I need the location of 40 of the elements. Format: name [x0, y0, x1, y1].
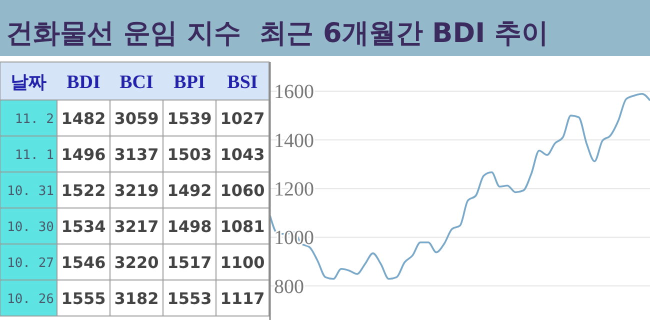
data-label: 1539 [167, 109, 212, 128]
data-label: 1100 [220, 253, 265, 272]
data-label: 1081 [220, 217, 265, 236]
data-label: 3059 [114, 109, 159, 128]
data-label: 3217 [114, 217, 159, 236]
data-label: 3219 [114, 181, 159, 200]
data-label: 1553 [167, 289, 212, 308]
text: BSI [227, 72, 258, 93]
y-tick-label: 1600 [274, 81, 314, 104]
category-label: 10. 27 [7, 256, 54, 271]
data-label: 1117 [220, 289, 265, 308]
data-label: 1492 [167, 181, 212, 200]
data-label: 1060 [220, 181, 265, 200]
data-label: 3182 [114, 289, 159, 308]
chart-title: 건화물선 운임 지수 최근 6개월간 BDI 추이 [6, 18, 549, 49]
category-label: 10. 31 [7, 184, 54, 199]
text: BDI [66, 72, 100, 93]
data-label: 1482 [61, 109, 106, 128]
data-label: 1534 [61, 217, 106, 236]
data-label: 1027 [220, 109, 265, 128]
category-label: 11. 2 [14, 112, 54, 127]
category-label: 10. 30 [7, 220, 54, 235]
category-label: 10. 26 [7, 292, 54, 307]
y-tick-label: 1200 [274, 178, 314, 201]
text: 날짜 [10, 72, 46, 93]
y-tick-label: 1400 [274, 130, 314, 152]
data-label: 1503 [167, 145, 212, 164]
data-label: 3220 [114, 253, 159, 272]
data-label: 1522 [61, 181, 106, 200]
data-label: 1498 [167, 217, 212, 236]
data-label: 1555 [61, 289, 106, 308]
data-label: 1517 [167, 253, 212, 272]
data-label: 1496 [61, 145, 106, 164]
category-label: 11. 1 [14, 148, 54, 163]
data-label: 1546 [61, 253, 106, 272]
text: BPI [174, 72, 206, 93]
text: BCI [120, 72, 154, 93]
data-label: 1043 [220, 145, 265, 164]
y-tick-label: 800 [274, 276, 304, 298]
data-label: 3137 [114, 145, 159, 164]
